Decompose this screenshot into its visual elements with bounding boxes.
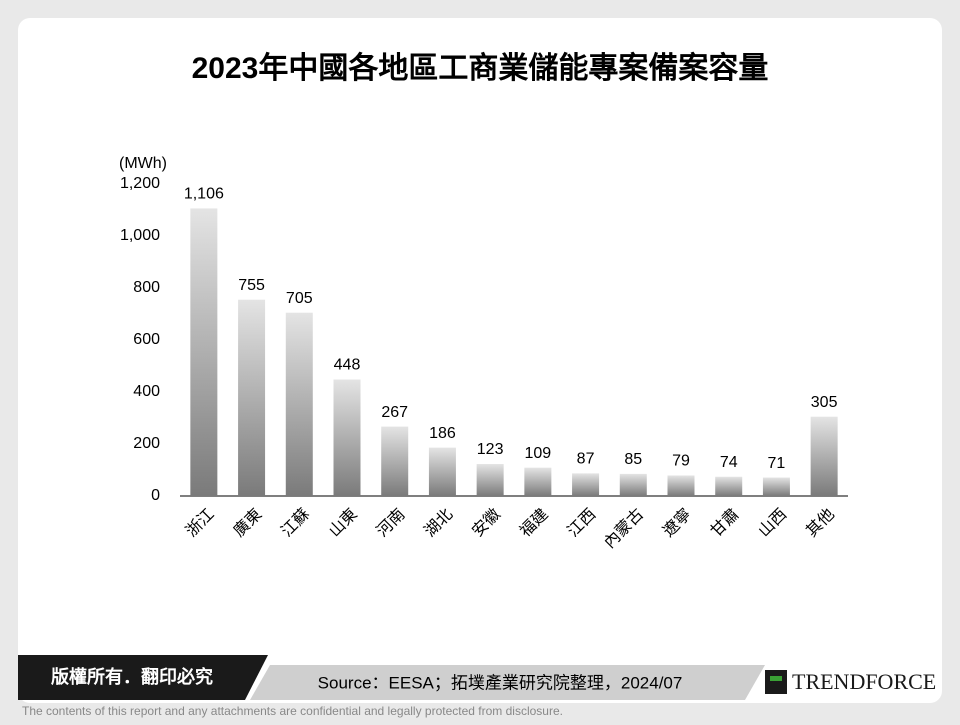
y-tick-label: 200 <box>133 435 160 452</box>
brand: TRENDFORCE <box>792 669 936 694</box>
source: Source：EESA；拓墣產業研究院整理，2024/07 <box>318 673 683 692</box>
y-axis-label: (MWh) <box>119 155 167 172</box>
bar <box>762 477 790 496</box>
y-tick-label: 400 <box>133 383 160 400</box>
card <box>18 18 942 703</box>
value-label: 705 <box>286 290 313 307</box>
value-label: 448 <box>334 357 361 374</box>
bar <box>333 379 361 496</box>
logo-icon <box>765 670 787 694</box>
copyright: 版權所有．翻印必究 <box>51 666 213 687</box>
bar <box>190 208 218 496</box>
value-label: 109 <box>525 445 552 462</box>
bar <box>619 473 647 496</box>
value-label: 755 <box>238 277 265 294</box>
logo-icon-accent <box>770 676 782 681</box>
y-tick-label: 1,000 <box>120 227 160 244</box>
bar <box>524 467 552 496</box>
bar <box>428 447 456 496</box>
value-label: 267 <box>381 404 408 421</box>
bar <box>810 416 838 496</box>
bar <box>572 473 600 496</box>
value-label: 74 <box>720 454 738 471</box>
value-label: 79 <box>672 453 690 470</box>
source-bar <box>250 665 765 700</box>
bar <box>715 476 743 496</box>
value-label: 71 <box>768 455 786 472</box>
y-tick-label: 0 <box>151 487 160 504</box>
y-tick-label: 1,200 <box>120 175 160 192</box>
disclaimer: The contents of this report and any atta… <box>22 704 563 718</box>
value-label: 85 <box>624 451 642 468</box>
y-tick-label: 600 <box>133 331 160 348</box>
y-tick-label: 800 <box>133 279 160 296</box>
value-label: 87 <box>577 451 595 468</box>
chart-title: 2023年中國各地區工商業儲能專案備案容量 <box>192 51 769 85</box>
bar <box>238 299 266 496</box>
value-label: 305 <box>811 394 838 411</box>
value-label: 1,106 <box>184 186 224 203</box>
bar <box>285 312 313 496</box>
value-label: 186 <box>429 425 456 442</box>
value-label: 123 <box>477 441 504 458</box>
copyright-box <box>18 655 268 700</box>
bar <box>476 464 504 496</box>
bar <box>667 475 695 496</box>
bar <box>381 426 409 496</box>
